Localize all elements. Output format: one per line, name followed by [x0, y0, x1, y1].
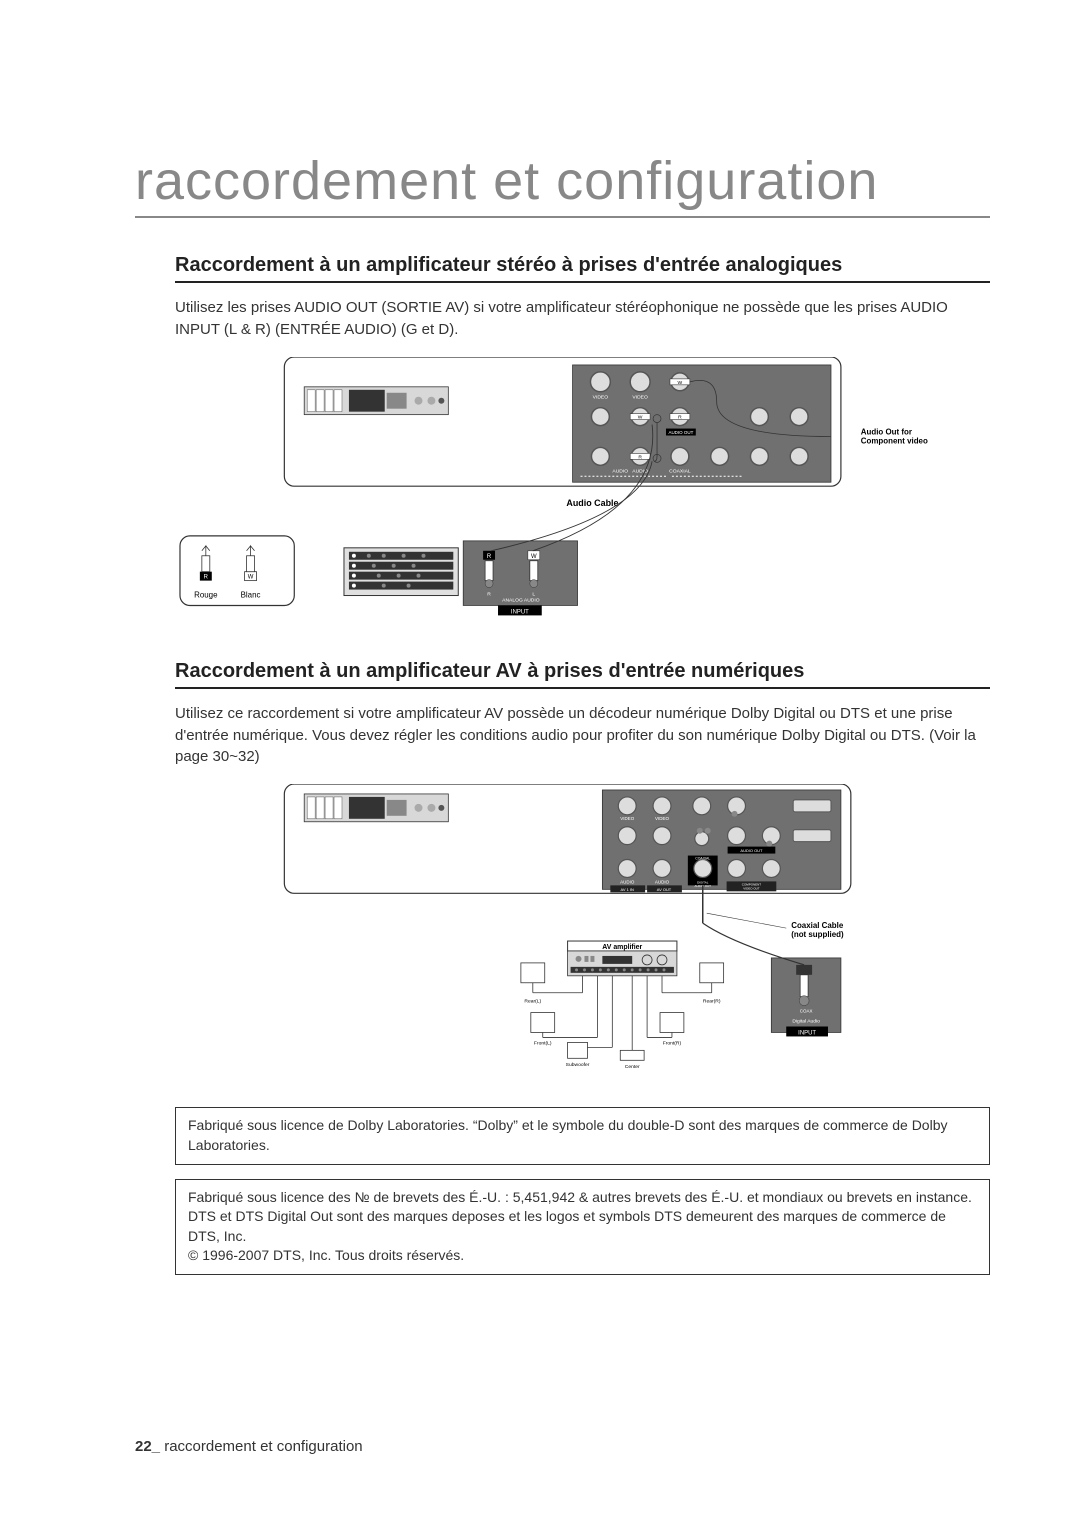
- svg-text:COAXIAL: COAXIAL: [669, 468, 691, 474]
- svg-text:Front(L): Front(L): [534, 1040, 552, 1046]
- svg-text:ANALOG AUDIO: ANALOG AUDIO: [502, 597, 540, 603]
- svg-text:AV 1 IN: AV 1 IN: [621, 887, 635, 892]
- legal-dts-line2: DTS et DTS Digital Out sont des marques …: [188, 1207, 977, 1246]
- svg-text:R: R: [487, 553, 492, 559]
- svg-text:R: R: [638, 454, 642, 460]
- svg-text:Subwoofer: Subwoofer: [566, 1062, 590, 1068]
- svg-text:Rouge: Rouge: [194, 590, 218, 599]
- chapter-title: raccordement et configuration: [135, 150, 990, 218]
- svg-text:R: R: [678, 414, 682, 420]
- svg-text:AUDIO OUT: AUDIO OUT: [668, 430, 693, 435]
- svg-text:Digital Audio: Digital Audio: [792, 1019, 820, 1025]
- svg-text:VIDEO: VIDEO: [593, 394, 609, 400]
- svg-text:L: L: [532, 591, 535, 597]
- diagram-analog-connection: VIDEO VIDEO W W R: [175, 357, 990, 625]
- label-audio-cable: Audio Cable: [566, 498, 618, 508]
- legal-dts-line3: © 1996-2007 DTS, Inc. Tous droits réserv…: [188, 1246, 977, 1266]
- svg-text:W: W: [248, 574, 254, 580]
- svg-text:Blanc: Blanc: [241, 590, 261, 599]
- svg-text:COMPONENTVIDEO OUT: COMPONENTVIDEO OUT: [742, 882, 761, 890]
- svg-text:W: W: [531, 553, 537, 559]
- label-coaxial-cable: Coaxial Cable(not supplied): [791, 921, 844, 939]
- svg-text:R: R: [487, 591, 491, 597]
- page-number: 22_: [135, 1438, 160, 1455]
- footer-section: raccordement et configuration: [160, 1438, 363, 1455]
- legal-dts: Fabriqué sous licence des № de brevets d…: [175, 1179, 990, 1275]
- svg-text:COAXIAL: COAXIAL: [695, 857, 710, 861]
- svg-text:Rear(R): Rear(R): [703, 999, 721, 1005]
- svg-text:W: W: [638, 414, 643, 420]
- svg-text:AUDIO: AUDIO: [655, 879, 670, 884]
- section2-heading: Raccordement à un amplificateur AV à pri…: [175, 660, 990, 689]
- svg-text:Front(R): Front(R): [663, 1040, 682, 1046]
- svg-text:INPUT: INPUT: [798, 1031, 816, 1037]
- svg-text:VIDEO: VIDEO: [632, 394, 648, 400]
- label-audio-out-component: Audio Out forComponent video: [861, 427, 928, 445]
- label-av-amplifier: AV amplifier: [602, 944, 642, 951]
- legal-dts-line1: Fabriqué sous licence des № de brevets d…: [188, 1188, 977, 1208]
- svg-text:VIDEO: VIDEO: [655, 816, 669, 821]
- svg-text:Rear(L): Rear(L): [524, 999, 541, 1005]
- svg-text:R: R: [204, 574, 209, 580]
- section1-heading: Raccordement à un amplificateur stéréo à…: [175, 254, 990, 283]
- svg-text:W: W: [678, 379, 683, 385]
- svg-text:VIDEO: VIDEO: [620, 816, 634, 821]
- svg-text:AUDIO OUT: AUDIO OUT: [740, 848, 763, 853]
- svg-text:INPUT: INPUT: [511, 609, 529, 615]
- diagram-digital-connection: VIDEO VIDEO AUDIO OUT COAXIAL DIG: [175, 784, 990, 1072]
- section1-body: Utilisez les prises AUDIO OUT (SORTIE AV…: [175, 297, 990, 341]
- page-footer: 22_ raccordement et configuration: [135, 1438, 363, 1455]
- legal-dolby: Fabriqué sous licence de Dolby Laborator…: [175, 1107, 990, 1164]
- svg-text:AUDIO: AUDIO: [612, 468, 628, 474]
- svg-text:AUDIO: AUDIO: [620, 879, 635, 884]
- section2-body: Utilisez ce raccordement si votre amplif…: [175, 703, 990, 768]
- svg-text:AV OUT: AV OUT: [657, 887, 672, 892]
- svg-text:Center: Center: [625, 1064, 640, 1070]
- svg-text:COAX: COAX: [800, 1009, 813, 1014]
